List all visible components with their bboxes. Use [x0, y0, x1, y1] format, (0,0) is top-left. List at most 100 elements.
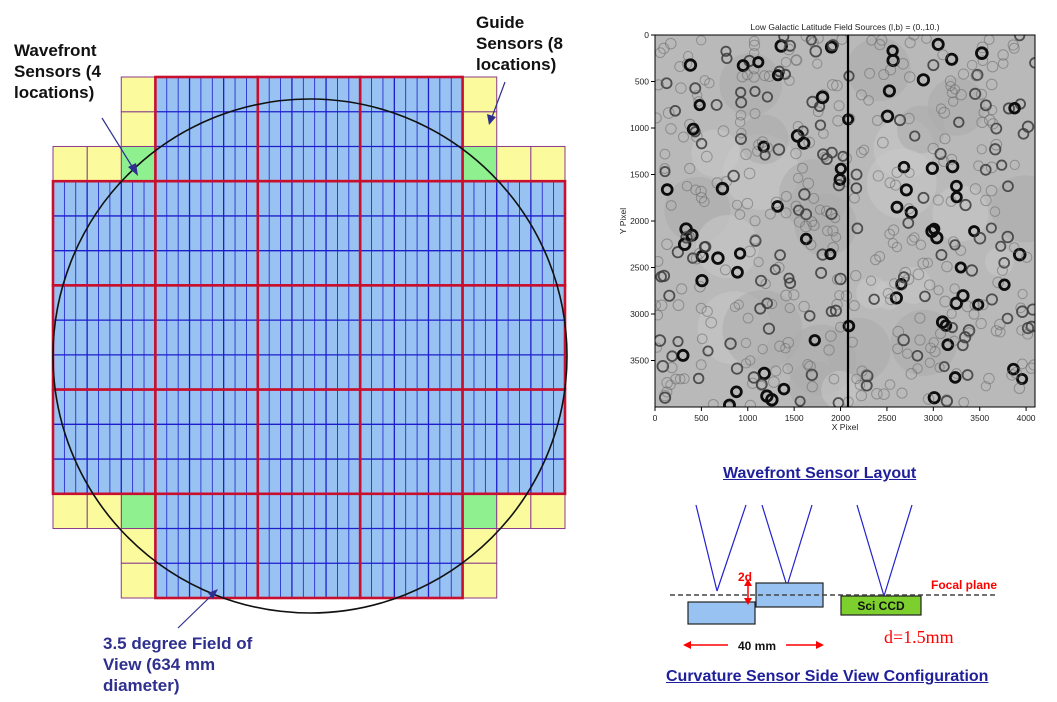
source-donut	[1009, 159, 1020, 171]
source-donut	[748, 39, 761, 51]
source-donut	[665, 123, 677, 135]
source-donut	[683, 58, 698, 72]
source-donut	[1014, 35, 1026, 42]
source-donut	[794, 395, 806, 407]
source-donut	[702, 345, 714, 357]
source-donut	[659, 163, 671, 174]
source-donut	[749, 108, 761, 119]
source-donut	[717, 125, 730, 137]
source-donut	[782, 363, 794, 375]
source-donut	[803, 136, 815, 149]
raft	[358, 75, 464, 183]
source-donut	[760, 389, 774, 403]
source-donut	[802, 359, 813, 370]
source-donut	[740, 148, 752, 161]
source-donut	[771, 69, 784, 82]
source-donut	[976, 41, 989, 54]
source-donut	[820, 153, 833, 166]
source-donut	[663, 289, 676, 302]
source-donut	[937, 49, 949, 61]
source-donut	[902, 217, 915, 229]
source-donut	[664, 37, 677, 50]
source-donut	[944, 75, 957, 87]
source-donut	[848, 300, 860, 312]
source-donut	[886, 44, 899, 57]
source-donut	[834, 162, 847, 175]
source-donut	[978, 107, 990, 118]
guide-sensor	[86, 145, 122, 182]
source-donut	[672, 335, 684, 348]
curvature-sensor-subtitle: Curvature Sensor Side View Configuration	[666, 668, 989, 685]
source-donut	[784, 277, 797, 290]
ray-lines	[695, 504, 913, 597]
wavefront-sensor	[120, 493, 156, 530]
source-donut	[855, 147, 867, 159]
source-donut	[965, 264, 979, 277]
guide-sensor	[52, 145, 88, 182]
source-donut	[949, 335, 960, 346]
guide-sensor	[120, 76, 156, 113]
source-donut	[802, 177, 815, 190]
source-donut	[985, 222, 997, 234]
source-donut	[945, 52, 959, 66]
source-donut	[949, 239, 961, 251]
background-mottle	[821, 370, 860, 407]
source-donut	[968, 308, 980, 320]
source-donut	[798, 300, 810, 313]
x-tick-label: 3500	[970, 413, 989, 423]
source-donut	[958, 396, 970, 407]
source-donut	[850, 168, 863, 181]
source-donut	[893, 114, 907, 127]
source-donut	[822, 225, 833, 237]
background-mottle	[695, 215, 759, 279]
source-donut	[906, 234, 918, 246]
source-donut	[660, 77, 673, 90]
guide-sensor	[120, 562, 156, 599]
raft	[358, 388, 464, 496]
source-donut	[931, 37, 945, 51]
raft	[51, 284, 157, 391]
source-donut	[868, 293, 880, 305]
source-donut	[904, 167, 915, 179]
source-donut	[1007, 362, 1020, 376]
offset-label: 2d	[738, 570, 752, 584]
y-tick-label: 1500	[630, 170, 649, 180]
raft	[154, 388, 260, 496]
raft	[358, 284, 464, 391]
source-donut	[695, 302, 707, 314]
source-donut	[939, 133, 951, 145]
source-donut	[710, 98, 723, 111]
source-donut	[925, 224, 939, 238]
source-donut	[790, 147, 802, 160]
source-donut	[995, 240, 1007, 252]
source-donut	[834, 272, 847, 286]
source-donut	[882, 287, 894, 299]
source-donut	[805, 368, 819, 382]
source-donut	[884, 379, 896, 390]
source-donut	[980, 381, 992, 392]
source-donut	[858, 144, 870, 156]
source-donut	[736, 127, 747, 139]
source-donut	[912, 268, 925, 281]
source-donut	[889, 291, 903, 305]
source-donut	[1028, 359, 1035, 371]
source-donut	[938, 361, 950, 373]
source-donut	[655, 79, 664, 91]
source-donut	[774, 249, 786, 261]
source-donut	[905, 367, 918, 380]
source-donut	[854, 379, 866, 391]
source-donut	[721, 52, 733, 65]
source-donut	[803, 310, 816, 322]
source-donut	[779, 68, 791, 80]
source-donut	[695, 35, 707, 46]
guide-sensor	[496, 493, 532, 530]
source-donut	[690, 184, 701, 196]
source-donut	[989, 206, 1001, 217]
raft	[256, 179, 362, 287]
y-tick-label: 500	[635, 77, 649, 87]
source-donut	[705, 316, 718, 329]
source-donut	[1016, 325, 1027, 336]
source-donut	[934, 362, 945, 373]
source-donut	[719, 264, 731, 276]
source-donut	[826, 39, 839, 52]
